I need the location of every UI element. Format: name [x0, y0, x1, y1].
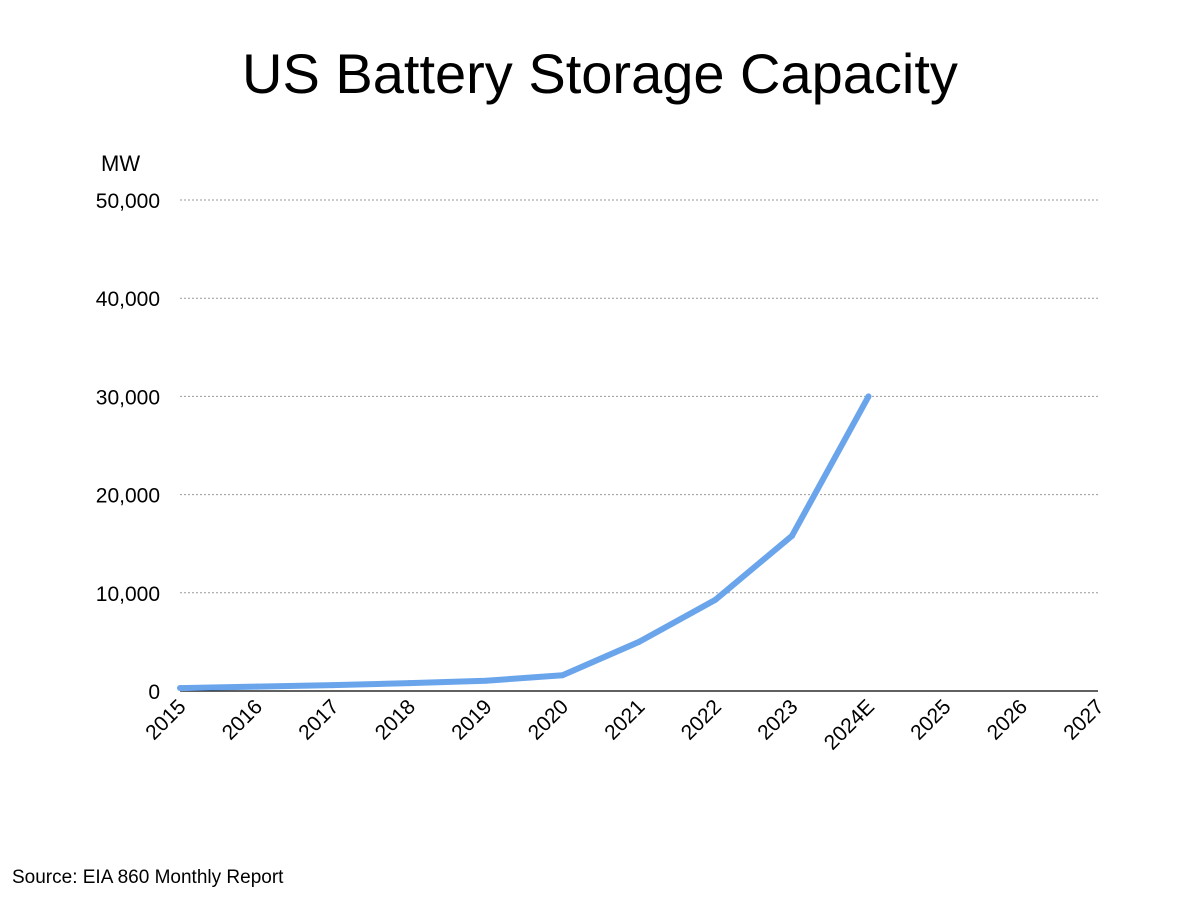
x-tick-label: 2024E [820, 695, 879, 754]
data-point [253, 683, 260, 690]
y-tick-label: 40,000 [96, 288, 160, 311]
x-tick-label: 2023 [753, 695, 802, 744]
y-tick-label: 50,000 [96, 190, 160, 213]
data-point [712, 596, 719, 603]
gridlines [180, 199, 1098, 692]
y-tick-label: 30,000 [96, 386, 160, 409]
x-tick-label: 2020 [524, 695, 573, 744]
chart-title: US Battery Storage Capacity [242, 42, 958, 105]
x-axis-tick-labels: 2015 2016 2017 2018 2019 2020 2021 2022 2023 2024… [141, 695, 1108, 754]
x-tick-label: 2022 [677, 695, 726, 744]
y-axis-unit-label: MW [101, 151, 140, 176]
x-tick-label: 2017 [294, 695, 343, 744]
data-point [330, 682, 336, 689]
data-point [177, 685, 183, 692]
x-tick-label: 2027 [1059, 695, 1108, 744]
y-tick-label: 20,000 [96, 485, 160, 508]
y-tick-label: 0 [148, 681, 160, 704]
series-line-0 [179, 394, 872, 692]
x-tick-label: 2016 [218, 695, 267, 744]
x-tick-label: 2026 [983, 695, 1032, 744]
data-point [636, 638, 642, 645]
data-point [406, 680, 413, 687]
x-tick-label: 2019 [447, 695, 496, 744]
data-point [865, 393, 872, 400]
x-tick-label: 2021 [600, 695, 649, 744]
y-tick-label: 10,000 [96, 583, 160, 606]
series-layer [177, 393, 872, 692]
data-point [789, 532, 795, 539]
y-axis-tick-labels: 0 10,000 20,000 30,000 40,000 50,000 [96, 190, 160, 704]
data-point [483, 677, 489, 684]
x-tick-label: 2018 [371, 695, 420, 744]
source-note: Source: EIA 860 Monthly Report [12, 867, 284, 888]
data-point [559, 672, 566, 679]
x-tick-label: 2025 [906, 695, 955, 744]
